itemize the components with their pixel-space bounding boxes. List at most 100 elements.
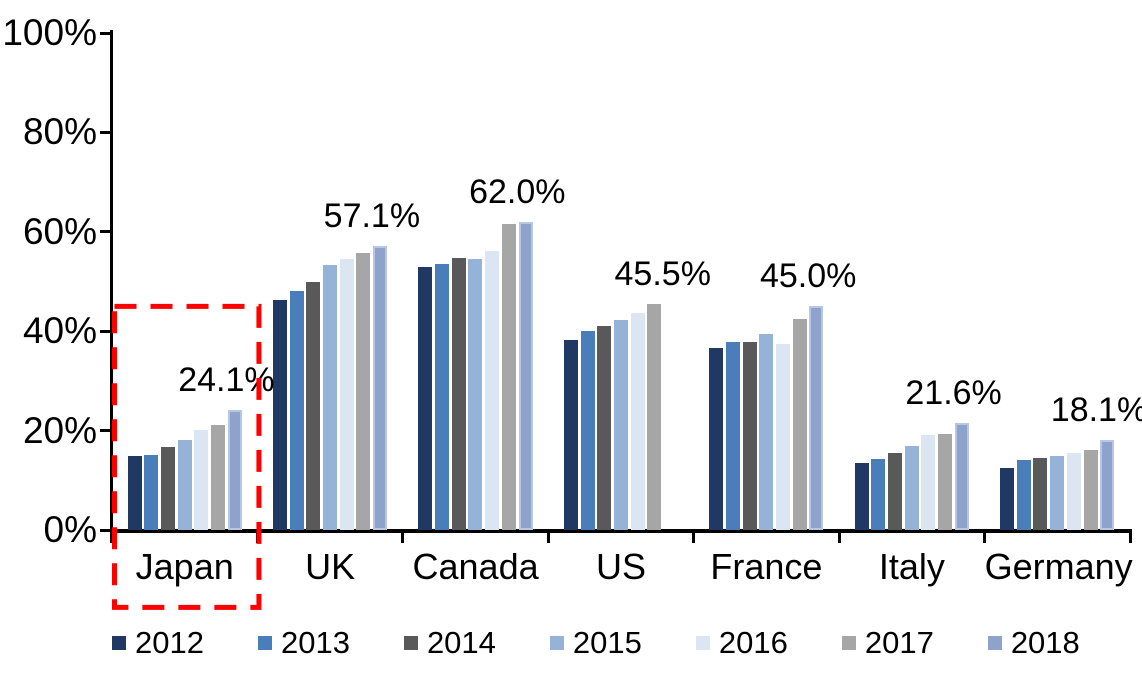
bar-germany-2013 [1016, 459, 1031, 530]
y-tick-mark [100, 429, 112, 433]
x-tick-mark [255, 530, 259, 543]
y-tick-label: 0% [43, 509, 97, 550]
y-tick-label: 20% [22, 409, 97, 451]
x-tick-mark [692, 530, 696, 543]
bar-canada-2014 [451, 257, 466, 530]
x-tick-mark [546, 530, 550, 543]
legend-label-2013: 2013 [280, 625, 350, 660]
bar-japan-2014 [160, 446, 175, 530]
y-tick-label: 60% [22, 210, 97, 252]
legend-swatch-2017 [841, 636, 856, 650]
legend-swatch-2016 [695, 636, 710, 650]
legend-item-2018: 2018 [987, 626, 1080, 660]
bar-france-2014 [742, 342, 757, 530]
bar-japan-2016 [194, 430, 209, 530]
bar-germany-2014 [1033, 458, 1048, 530]
value-label-us: 45.5% [614, 254, 711, 293]
x-tick-mark [110, 530, 114, 543]
bar-italy-2012 [854, 463, 869, 530]
legend-label-2015: 2015 [572, 625, 642, 660]
bar-uk-2014 [306, 281, 321, 530]
y-tick-mark [100, 31, 112, 35]
bar-canada-2017 [501, 223, 516, 530]
bar-france-2018 [809, 306, 824, 530]
bar-uk-2015 [323, 265, 338, 530]
bar-uk-2013 [289, 291, 304, 530]
y-tick-label: 100% [2, 12, 97, 53]
y-tick-label: 40% [22, 310, 97, 352]
x-tick-mark [401, 530, 405, 543]
bar-canada-2018 [518, 221, 533, 530]
bar-italy-2018 [954, 422, 969, 530]
bar-canada-2013 [435, 264, 450, 530]
bar-us-2017 [647, 303, 662, 530]
legend-swatch-2012 [112, 636, 126, 650]
bar-us-2014 [597, 326, 612, 530]
bar-japan-2017 [210, 424, 225, 530]
legend-label-2014: 2014 [426, 625, 496, 660]
bar-uk-2012 [272, 299, 287, 530]
bar-us-2015 [613, 319, 628, 530]
bar-italy-2014 [888, 453, 903, 530]
category-label-france: France [710, 546, 823, 587]
bar-canada-2012 [418, 266, 433, 530]
bar-italy-2013 [871, 459, 886, 530]
category-label-canada: Canada [412, 546, 539, 587]
bar-japan-2013 [144, 454, 159, 530]
legend-item-2014: 2014 [403, 625, 496, 660]
bar-italy-2015 [904, 445, 919, 530]
legend-swatch-2014 [403, 636, 418, 650]
bar-germany-2016 [1066, 452, 1081, 530]
y-tick-mark [100, 528, 112, 532]
y-axis [110, 30, 113, 543]
bar-france-2013 [725, 342, 740, 530]
legend-swatch-2013 [257, 636, 272, 650]
bar-canada-2016 [485, 250, 500, 530]
x-axis [110, 529, 1132, 533]
bar-italy-2016 [921, 434, 936, 530]
legend-item-2017: 2017 [841, 626, 934, 660]
legend-label-2016: 2016 [718, 625, 788, 660]
legend: 2012 2013 2014 2015 2016 2017 2018 [112, 626, 1080, 660]
bar-germany-2012 [1000, 467, 1015, 530]
legend-label-2012: 2012 [135, 625, 204, 660]
bar-france-2016 [776, 344, 791, 530]
bar-germany-2017 [1083, 450, 1098, 530]
value-label-canada: 62.0% [469, 172, 566, 211]
category-label-uk: UK [305, 546, 356, 587]
bar-us-2016 [630, 313, 645, 530]
x-tick-mark [1128, 530, 1132, 543]
bar-japan-2012 [127, 455, 142, 530]
bar-france-2012 [709, 348, 724, 530]
legend-item-2016: 2016 [695, 625, 788, 660]
y-tick-mark [100, 130, 112, 134]
x-tick-mark [983, 530, 987, 543]
bar-japan-2015 [177, 440, 192, 530]
value-label-germany: 18.1% [1050, 391, 1142, 430]
category-label-japan: Japan [135, 546, 234, 587]
value-label-japan: 24.1% [178, 361, 275, 400]
bar-us-2013 [580, 330, 595, 530]
bar-france-2015 [759, 334, 774, 530]
bar-uk-2018 [373, 246, 388, 530]
legend-item-2012: 2012 [112, 626, 204, 660]
legend-item-2013: 2013 [257, 625, 350, 660]
y-tick-mark [100, 329, 112, 333]
category-label-us: US [595, 546, 646, 587]
bar-uk-2017 [356, 252, 371, 530]
bar-france-2017 [792, 319, 807, 530]
value-label-france: 45.0% [759, 257, 857, 296]
legend-swatch-2015 [549, 636, 564, 650]
bar-uk-2016 [339, 259, 354, 530]
y-tick-label: 80% [22, 111, 97, 153]
bar-us-2012 [563, 340, 578, 530]
category-label-italy: Italy [878, 546, 945, 587]
bar-italy-2017 [938, 434, 953, 530]
bar-japan-2018 [227, 410, 242, 530]
legend-swatch-2018 [987, 636, 1002, 650]
x-tick-mark [837, 530, 841, 543]
bar-germany-2018 [1100, 440, 1115, 530]
value-label-uk: 57.1% [323, 197, 421, 236]
category-label-germany: Germany [984, 546, 1133, 587]
